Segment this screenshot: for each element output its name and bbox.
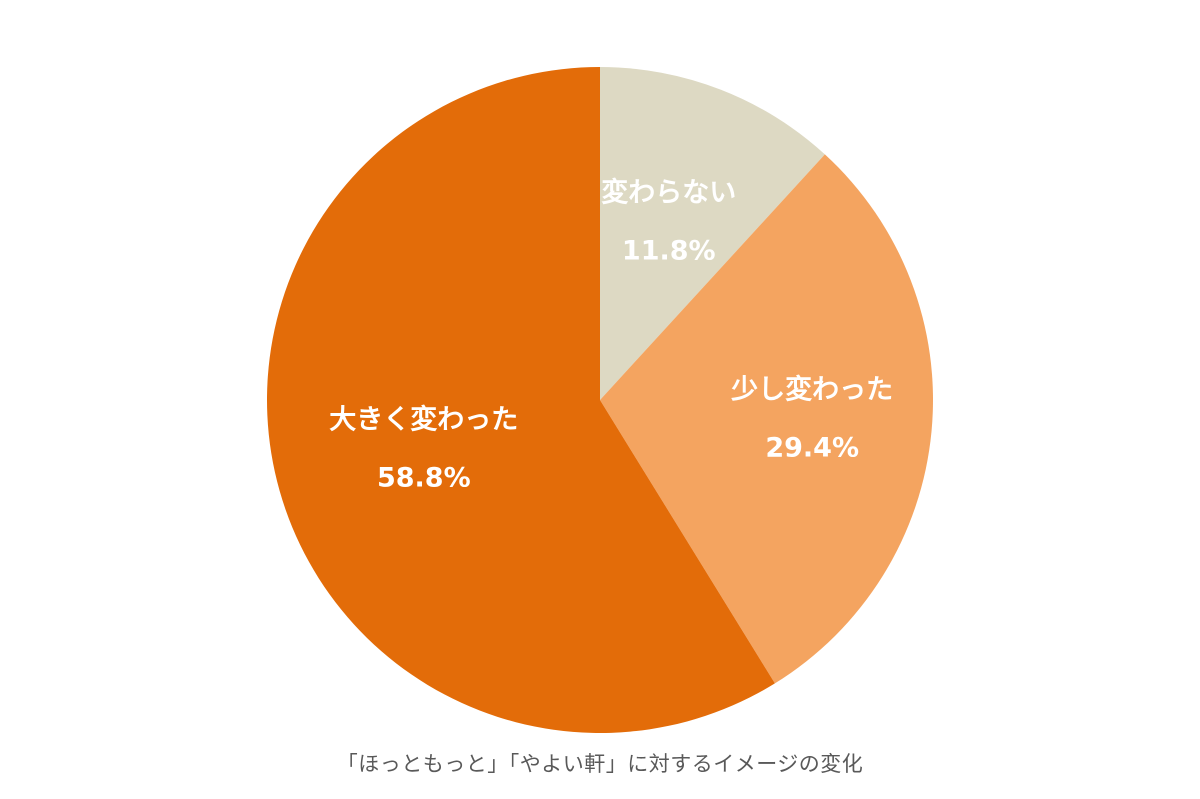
pie-labels: 変わらない 11.8% 少し変わった 29.4% 大きく変わった 58.8% [329,177,893,494]
slice-category-label: 少し変わった [731,374,893,406]
pie-slices [267,67,934,733]
slice-value-label: 58.8% [377,462,471,493]
chart-title: 「ほっともっと」「やよい軒」に対するイメージの変化 [336,752,864,776]
slice-value-label: 29.4% [765,433,859,464]
pie-slice-3 [267,67,775,733]
slice-value-label: 11.8% [622,236,716,267]
slice-category-label: 大きく変わった [329,403,518,435]
pie-slice-2 [600,154,934,684]
pie-slice-1 [600,67,825,400]
slice-category-label: 変わらない [601,177,736,209]
